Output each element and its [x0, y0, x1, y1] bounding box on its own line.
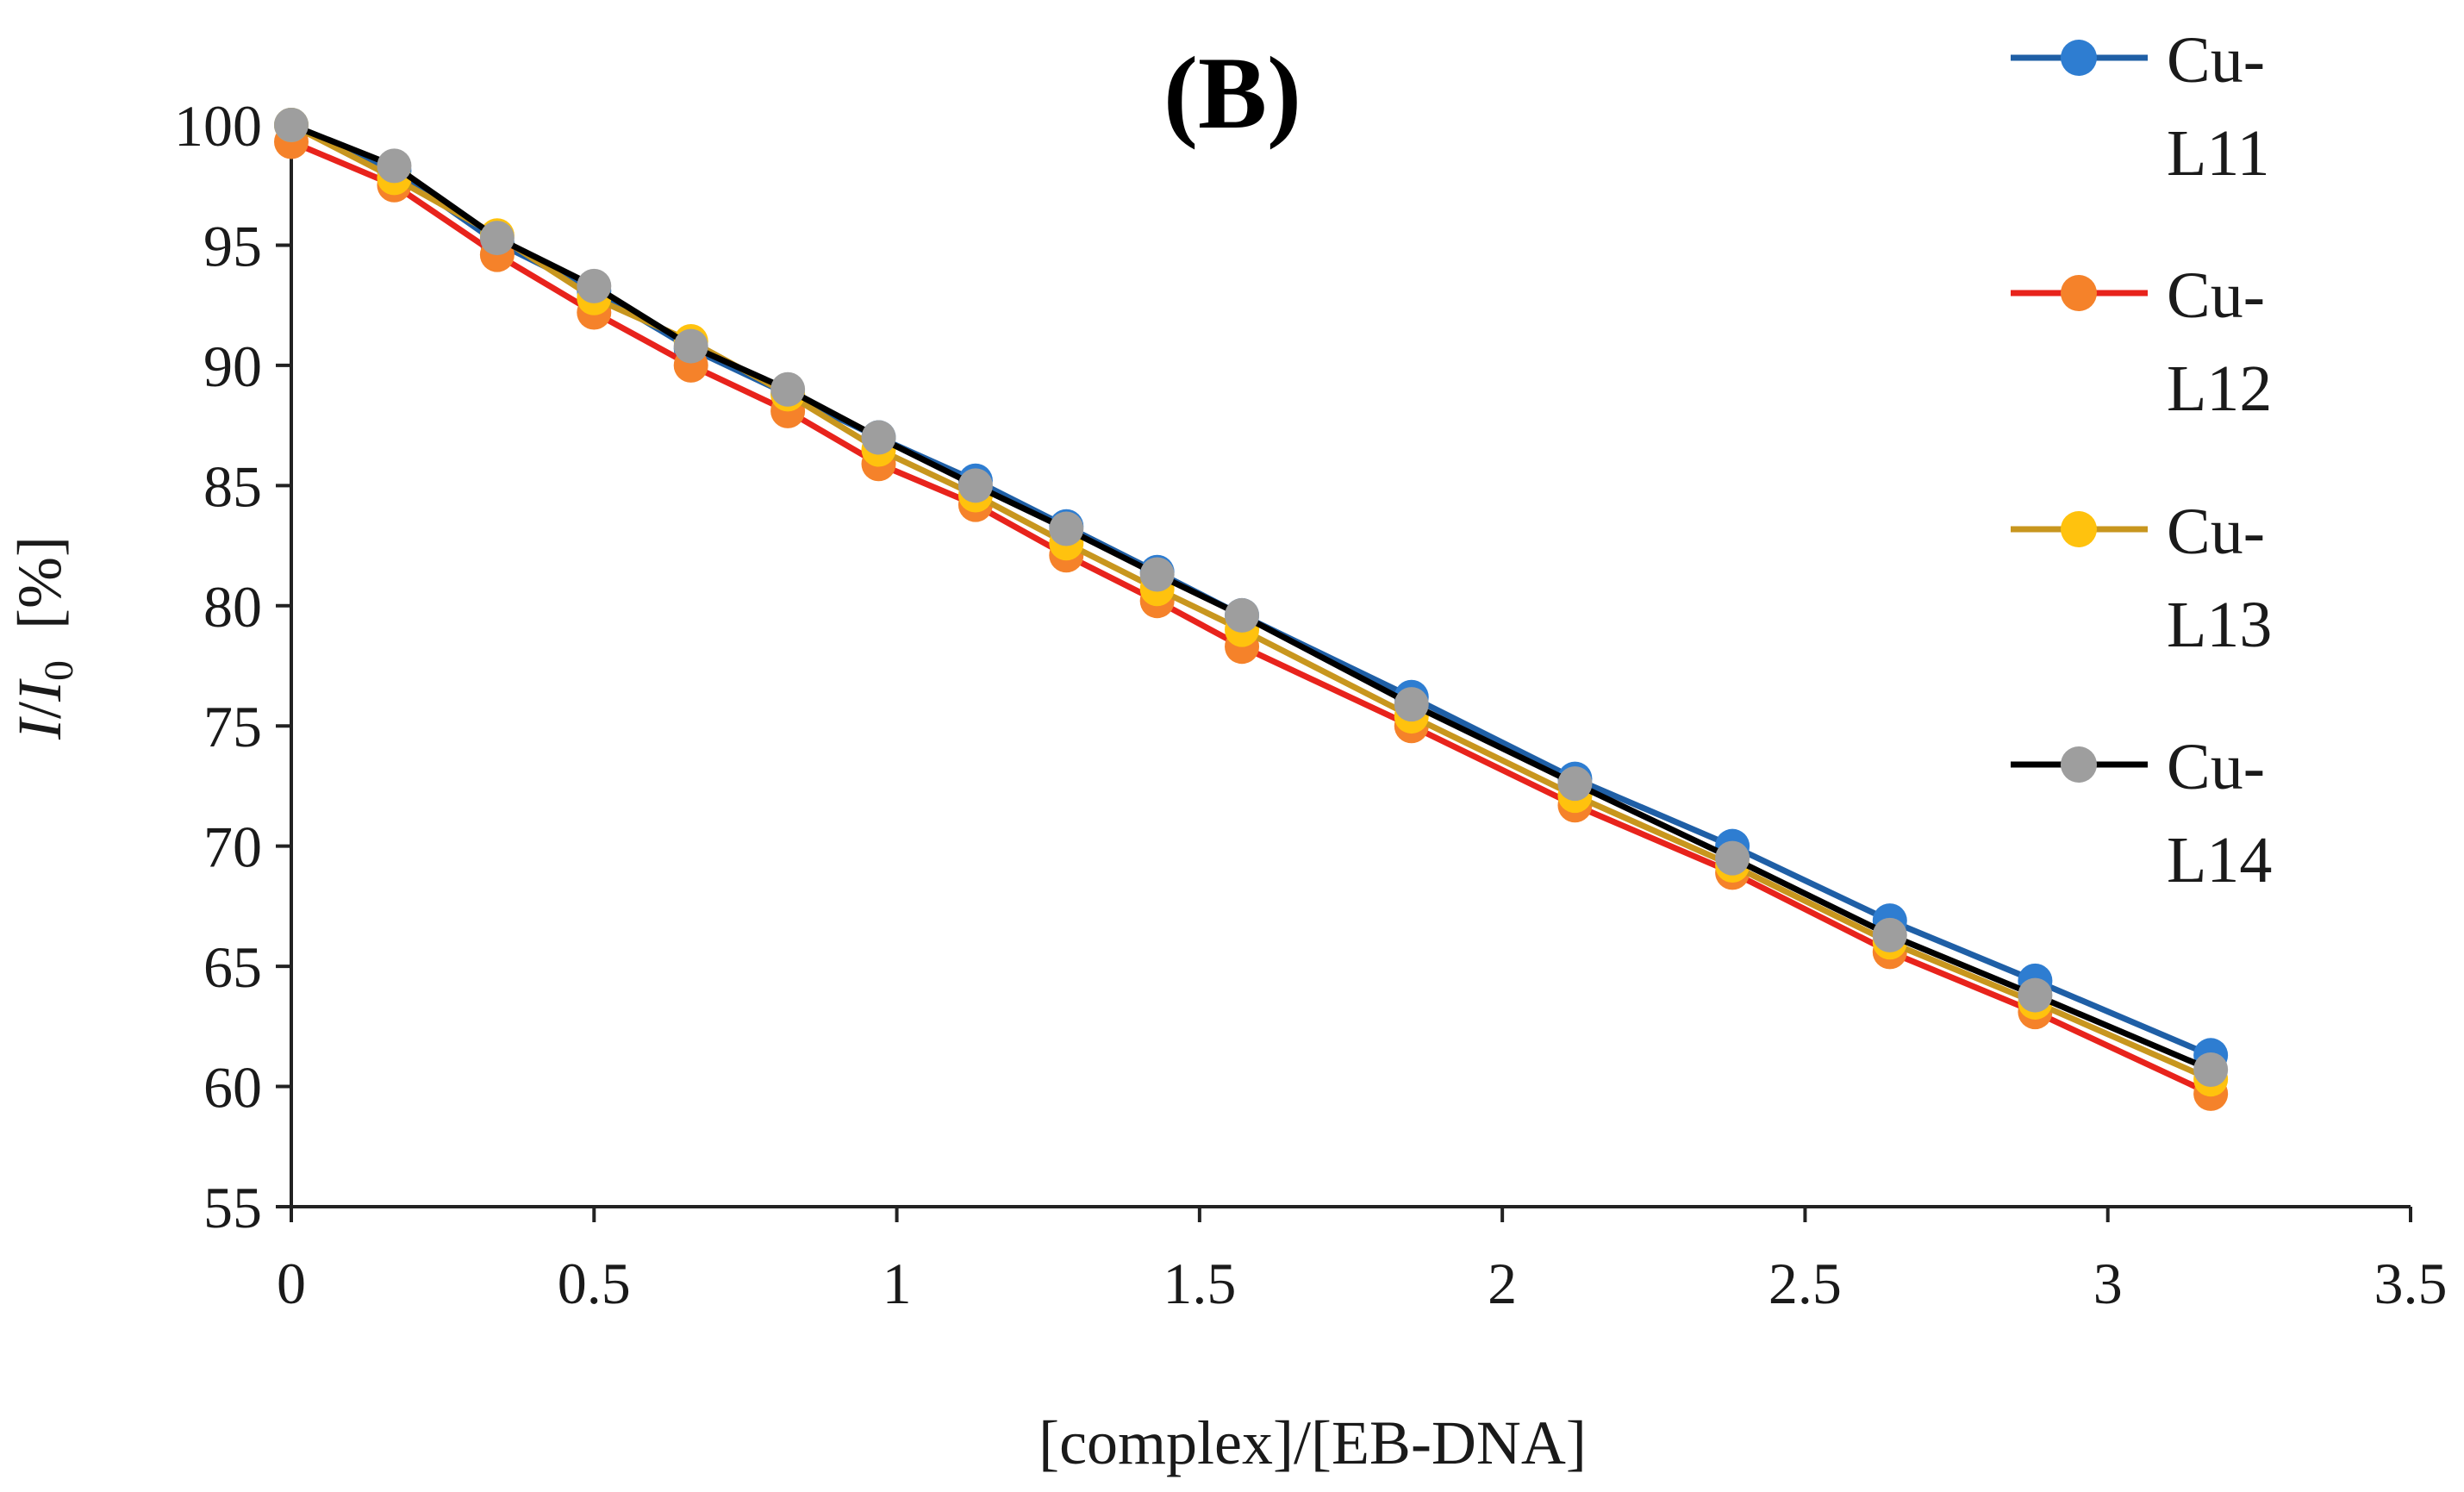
legend-marker-swatch — [2061, 40, 2097, 76]
data-point — [1557, 766, 1593, 802]
data-point — [2193, 1052, 2229, 1088]
y-axis-title-i: I — [5, 716, 74, 740]
x-tick-label: 2.5 — [1768, 1251, 1842, 1316]
y-tick-label: 65 — [203, 934, 262, 1000]
legend-marker-swatch — [2061, 511, 2097, 547]
plot-area: 0 0.5 1 1.5 2 2.5 3 3.5 55 60 65 70 75 80 85 90 95 100 — [174, 93, 2448, 1316]
legend-label-line2: L14 — [2167, 824, 2272, 896]
data-point — [274, 108, 309, 142]
data-point — [577, 268, 612, 303]
data-point — [1872, 917, 1907, 952]
chart-title: (B) — [1163, 35, 1301, 150]
legend: Cu- L11 Cu- L12 Cu- L13 Cu- L14 — [2011, 24, 2272, 896]
data-point — [1715, 840, 1750, 876]
legend-label-line2: L11 — [2167, 117, 2270, 190]
series-cu-l14 — [274, 108, 2229, 1088]
data-point — [1225, 597, 1260, 633]
legend-label-line1: Cu- — [2167, 496, 2265, 568]
x-tick-label: 3.5 — [2374, 1251, 2448, 1316]
y-ticks: 55 60 65 70 75 80 85 90 95 100 — [174, 93, 291, 1240]
data-point — [770, 371, 806, 407]
y-tick-label: 80 — [203, 574, 262, 640]
data-point — [1139, 557, 1175, 592]
legend-label-line2: L12 — [2167, 353, 2272, 425]
legend-item-cu-l11: Cu- L11 — [2011, 24, 2270, 190]
x-ticks: 0 0.5 1 1.5 2 2.5 3 3.5 — [277, 1207, 2448, 1316]
data-point — [2018, 977, 2053, 1013]
x-tick-label: 0 — [277, 1251, 306, 1316]
y-axis-title-subscript: 0 — [36, 660, 82, 681]
data-point — [479, 221, 515, 256]
legend-item-cu-l12: Cu- L12 — [2011, 259, 2272, 425]
data-point — [861, 420, 896, 455]
x-tick-label: 2 — [1488, 1251, 1517, 1316]
y-axis-title: I/I0 [%] — [5, 536, 82, 740]
x-tick-label: 1 — [883, 1251, 912, 1316]
legend-label-line2: L13 — [2167, 589, 2272, 661]
data-point — [673, 328, 708, 364]
y-tick-label: 90 — [203, 334, 262, 399]
y-axis-title-slash: / — [5, 702, 74, 719]
series-layer — [274, 108, 2229, 1111]
y-axis-title-unit: [%] — [5, 536, 74, 660]
legend-label-line1: Cu- — [2167, 731, 2265, 803]
series-line — [290, 122, 2212, 1073]
y-tick-label: 70 — [203, 815, 262, 880]
series-line — [290, 122, 2212, 1058]
series-cu-l11 — [274, 108, 2229, 1073]
legend-item-cu-l14: Cu- L14 — [2011, 731, 2272, 896]
y-tick-label: 95 — [203, 213, 262, 278]
legend-marker-swatch — [2061, 746, 2097, 783]
x-axis-title: [complex]/[EB-DNA] — [1039, 1408, 1587, 1477]
y-tick-label: 60 — [203, 1055, 262, 1121]
legend-marker-swatch — [2061, 275, 2097, 311]
y-tick-label: 85 — [203, 453, 262, 519]
x-tick-label: 1.5 — [1163, 1251, 1236, 1316]
legend-label-line1: Cu- — [2167, 24, 2265, 97]
data-point — [958, 468, 993, 503]
data-point — [1049, 511, 1084, 546]
y-tick-label: 55 — [203, 1175, 262, 1240]
x-tick-label: 3 — [2093, 1251, 2123, 1316]
data-point — [377, 148, 412, 184]
y-axis-title-i0: I — [5, 678, 74, 702]
data-point — [1394, 687, 1429, 722]
legend-item-cu-l13: Cu- L13 — [2011, 496, 2272, 661]
x-tick-label: 0.5 — [558, 1251, 631, 1316]
legend-label-line1: Cu- — [2167, 259, 2265, 332]
y-tick-label: 75 — [203, 694, 262, 759]
y-tick-label: 100 — [174, 93, 262, 159]
